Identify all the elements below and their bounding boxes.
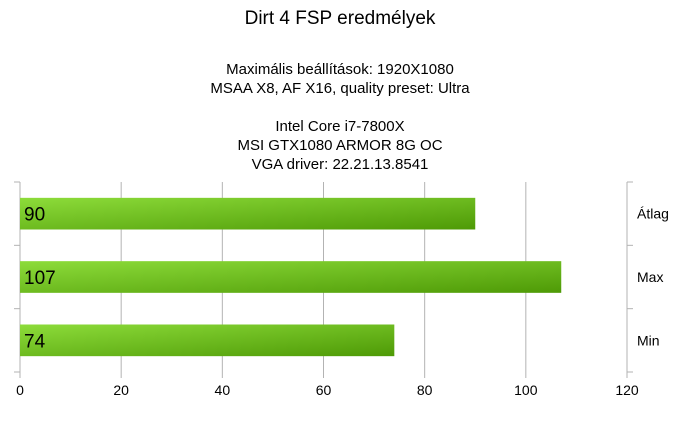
x-tick-label: 60	[316, 382, 332, 398]
chart-subtitle-line-4: Intel Core i7-7800X	[275, 118, 405, 135]
x-tick-label: 20	[113, 382, 129, 398]
data-label: 74	[24, 331, 46, 352]
bar	[20, 197, 476, 230]
x-tick-label: 100	[514, 382, 538, 398]
x-tick-label: 0	[16, 382, 24, 398]
category-label: Átlag	[637, 206, 669, 222]
data-label: 90	[24, 205, 45, 226]
chart-subtitle-line-6: VGA driver: 22.21.13.8541	[251, 156, 429, 173]
data-label: 107	[24, 268, 56, 289]
x-tick-label: 120	[615, 382, 639, 398]
bar	[20, 324, 395, 357]
chart-subtitle-line-1: Maximális beállítások: 1920X1080	[226, 61, 454, 78]
category-label: Min	[637, 332, 660, 348]
bar	[20, 261, 562, 293]
x-tick-label: 80	[417, 382, 433, 398]
chart-subtitle-line-2: MSAA X8, AF X16, quality preset: Ultra	[210, 80, 470, 97]
chart-subtitle-line-5: MSI GTX1080 ARMOR 8G OC	[237, 137, 443, 154]
x-axis: 0 20 40 60 80 100 120 Átlag Max Min	[14, 181, 669, 398]
bars: 90 107 74	[20, 197, 562, 357]
chart-title: Dirt 4 FSP eredmélyek	[244, 8, 436, 29]
x-tick-label: 40	[215, 382, 231, 398]
category-label: Max	[637, 269, 663, 285]
